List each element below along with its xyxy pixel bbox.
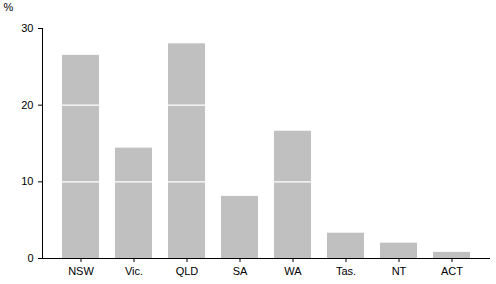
svg-text:20: 20 bbox=[21, 99, 33, 111]
svg-text:ACT: ACT bbox=[441, 265, 463, 277]
svg-text:NT: NT bbox=[392, 265, 407, 277]
svg-text:%: % bbox=[4, 1, 14, 13]
svg-text:30: 30 bbox=[21, 22, 33, 34]
svg-text:QLD: QLD bbox=[176, 265, 199, 277]
svg-text:10: 10 bbox=[21, 175, 33, 187]
svg-text:Vic.: Vic. bbox=[125, 265, 143, 277]
svg-text:WA: WA bbox=[284, 265, 302, 277]
svg-text:0: 0 bbox=[27, 252, 33, 264]
svg-text:Tas.: Tas. bbox=[336, 265, 356, 277]
svg-text:SA: SA bbox=[233, 265, 248, 277]
svg-text:NSW: NSW bbox=[68, 265, 94, 277]
